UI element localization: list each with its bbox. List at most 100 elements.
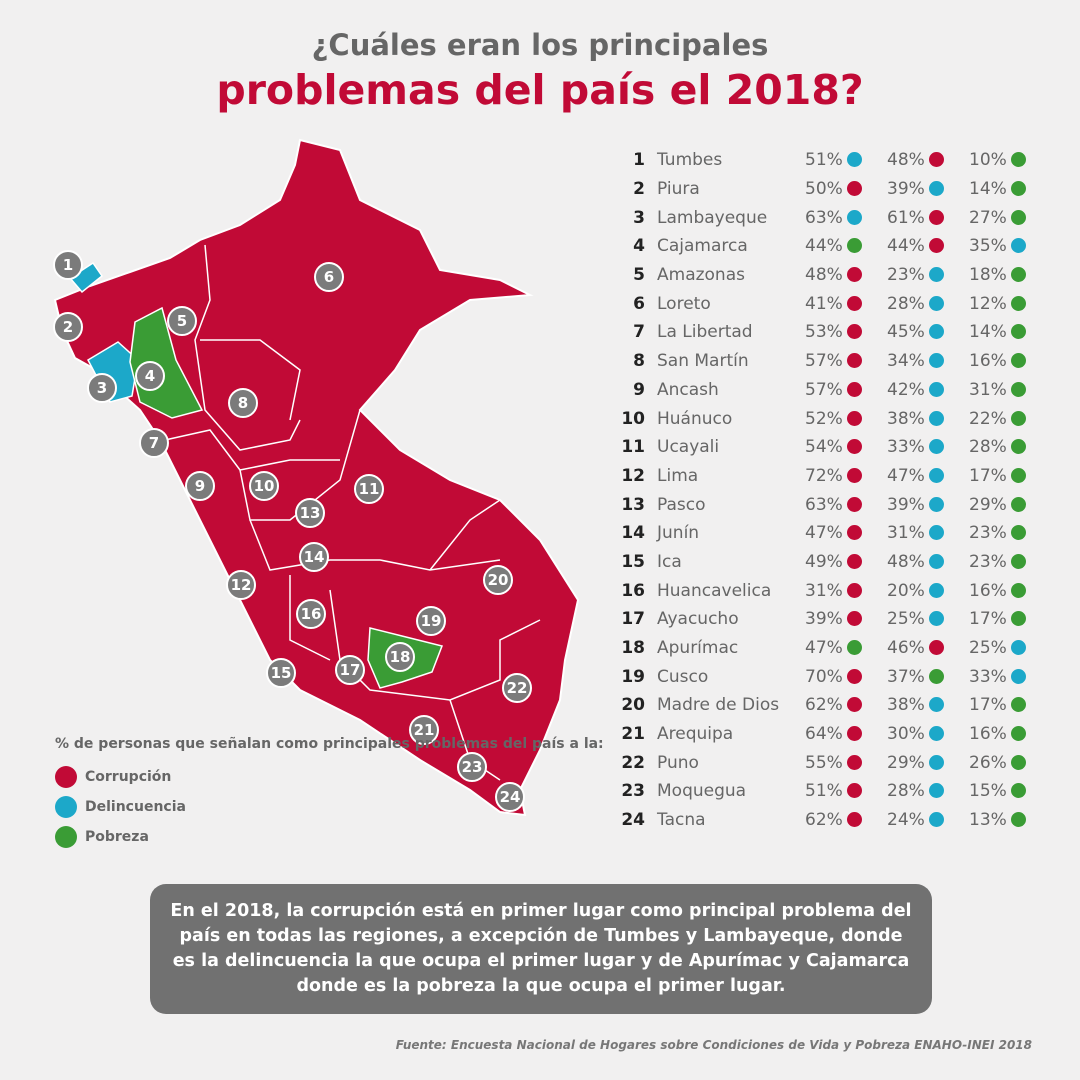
pobreza-dot-icon <box>1010 553 1026 569</box>
table-row: 16 Huancavelica 31% 20% 16% <box>615 576 1051 605</box>
percent: 57% <box>805 351 843 372</box>
percent: 54% <box>805 437 843 458</box>
title-line-1: ¿Cuáles eran los principales <box>311 28 769 62</box>
percent: 62% <box>805 810 843 831</box>
table-row: 12 Lima 72% 47% 17% <box>615 462 1051 491</box>
pobreza-dot-icon <box>846 238 862 254</box>
map-marker: 17 <box>335 655 365 685</box>
percent: 28% <box>969 437 1007 458</box>
value-cell: 48% <box>805 261 887 290</box>
pobreza-dot-icon <box>1010 582 1026 598</box>
map-marker: 13 <box>295 498 325 528</box>
region-number: 11 <box>621 437 645 458</box>
region-name: Arequipa <box>657 724 734 745</box>
map-marker: 21 <box>409 715 439 745</box>
region-number: 9 <box>633 379 645 400</box>
table-row: 7 La Libertad 53% 45% 14% <box>615 318 1051 347</box>
map-marker: 1 <box>53 250 83 280</box>
map-marker: 24 <box>495 782 525 812</box>
value-cell: 72% <box>805 462 887 491</box>
percent: 12% <box>969 293 1007 314</box>
percent: 31% <box>887 523 925 544</box>
region-number: 15 <box>621 551 645 572</box>
corrupcion-dot-icon <box>846 410 862 426</box>
percent: 29% <box>887 752 925 773</box>
percent: 34% <box>887 351 925 372</box>
percent: 63% <box>805 494 843 515</box>
delincuencia-dot-icon <box>928 496 944 512</box>
value-cell: 33% <box>887 433 969 462</box>
map-svg <box>53 138 580 817</box>
green-dot-icon <box>55 826 77 848</box>
map-marker: 6 <box>314 262 344 292</box>
percent: 26% <box>969 752 1007 773</box>
value-cell: 24% <box>887 806 969 835</box>
value-cell: 70% <box>805 662 887 691</box>
pobreza-dot-icon <box>1010 324 1026 340</box>
pobreza-dot-icon <box>1010 496 1026 512</box>
table-row: 19 Cusco 70% 37% 33% <box>615 662 1051 691</box>
region-name: Pasco <box>657 494 706 515</box>
map-marker: 23 <box>457 752 487 782</box>
percent: 16% <box>969 351 1007 372</box>
value-cell: 38% <box>887 691 969 720</box>
value-cell: 39% <box>887 490 969 519</box>
region-name: Tacna <box>657 810 706 831</box>
table-row: 14 Junín 47% 31% 23% <box>615 519 1051 548</box>
peru-outline <box>53 138 580 817</box>
region-name: Cusco <box>657 666 709 687</box>
value-cell: 57% <box>805 347 887 376</box>
table-row: 18 Apurímac 47% 46% 25% <box>615 634 1051 663</box>
pobreza-dot-icon <box>1010 295 1026 311</box>
delincuencia-dot-icon <box>928 181 944 197</box>
percent: 63% <box>805 207 843 228</box>
region-number: 3 <box>633 207 645 228</box>
value-cell: 35% <box>969 232 1051 261</box>
pobreza-dot-icon <box>1010 209 1026 225</box>
value-cell: 28% <box>969 433 1051 462</box>
region-number: 2 <box>633 179 645 200</box>
region-number: 18 <box>621 638 645 659</box>
value-cell: 31% <box>969 376 1051 405</box>
value-cell: 57% <box>805 376 887 405</box>
percent: 48% <box>805 265 843 286</box>
region-name: Lima <box>657 465 699 486</box>
corrupcion-dot-icon <box>928 640 944 656</box>
percent: 44% <box>887 236 925 257</box>
legend-label: Pobreza <box>85 829 149 845</box>
delincuencia-dot-icon <box>928 582 944 598</box>
pobreza-dot-icon <box>1010 181 1026 197</box>
red-dot-icon <box>55 766 77 788</box>
delincuencia-dot-icon <box>928 410 944 426</box>
table-row: 1 Tumbes 51% 48% 10% <box>615 146 1051 175</box>
corrupcion-dot-icon <box>846 381 862 397</box>
value-cell: 23% <box>969 548 1051 577</box>
region-name: Junín <box>657 523 700 544</box>
value-cell: 39% <box>805 605 887 634</box>
region-tumbes <box>68 261 104 294</box>
percent: 46% <box>887 638 925 659</box>
value-cell: 49% <box>805 548 887 577</box>
value-cell: 14% <box>969 175 1051 204</box>
table-row: 21 Arequipa 64% 30% 16% <box>615 720 1051 749</box>
map-marker: 4 <box>135 361 165 391</box>
value-cell: 44% <box>805 232 887 261</box>
pobreza-dot-icon <box>1010 754 1026 770</box>
pobreza-dot-icon <box>1010 267 1026 283</box>
percent: 35% <box>969 236 1007 257</box>
region-number: 21 <box>621 724 645 745</box>
percent: 48% <box>887 551 925 572</box>
percent: 39% <box>887 179 925 200</box>
corrupcion-dot-icon <box>846 812 862 828</box>
region-name: Moquegua <box>657 781 747 802</box>
value-cell: 53% <box>805 318 887 347</box>
delincuencia-dot-icon <box>1010 668 1026 684</box>
value-cell: 37% <box>887 662 969 691</box>
pobreza-dot-icon <box>928 668 944 684</box>
table-row: 5 Amazonas 48% 23% 18% <box>615 261 1051 290</box>
percent: 14% <box>969 179 1007 200</box>
corrupcion-dot-icon <box>846 324 862 340</box>
delincuencia-dot-icon <box>928 812 944 828</box>
percent: 47% <box>887 465 925 486</box>
percent: 25% <box>887 609 925 630</box>
